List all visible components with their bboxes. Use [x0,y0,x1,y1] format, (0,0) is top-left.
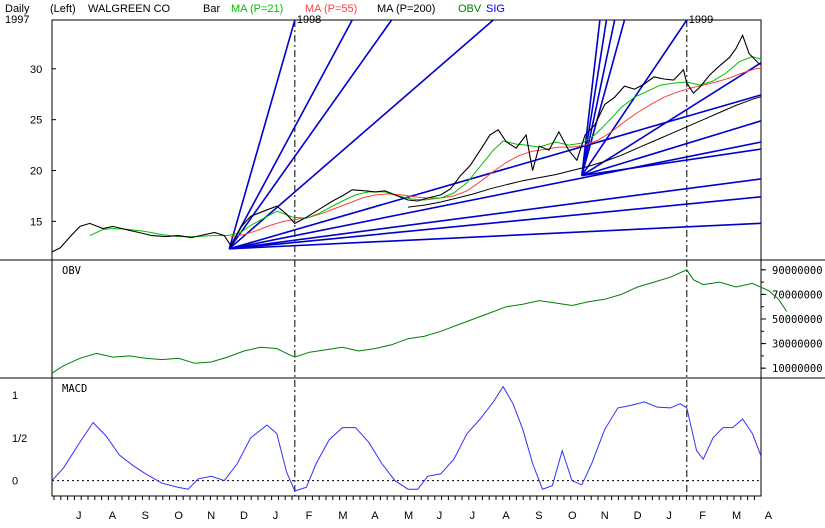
x-tick-label: S [535,510,542,522]
obv-panel-frame [51,259,762,379]
year-label: 1997 [5,14,29,26]
obv-tick-label: 50000000 [772,314,823,326]
x-tick-label: M [404,510,413,522]
gann-fan-line [228,20,494,250]
price-tick-label: 25 [30,115,42,127]
obv-panel-title: OBV [62,265,82,277]
gann-fan-line [581,20,626,176]
x-tick-label: J [76,510,82,522]
x-tick-label: D [240,510,248,522]
ma21-line [89,56,761,238]
x-tick-label: J [437,510,443,522]
macd-plot [52,385,761,492]
gann-fan-lines [228,20,761,250]
macd-line [52,385,761,492]
ma55-legend: MA (P=55) [305,3,357,15]
gann-fan-line [228,20,393,250]
gann-fan-line [581,61,761,177]
macd-panel-frame [51,377,762,497]
x-tick-label: N [601,510,609,522]
obv-tick-label: 90000000 [772,265,823,277]
obv-line [51,269,788,374]
price-plot [52,33,761,253]
obv-plot [51,269,788,374]
chart-style-label: Bar [203,3,220,15]
year-label: 1999 [689,14,713,26]
symbol-name: WALGREEN CO [88,3,171,15]
gann-fan-line [229,222,761,250]
gann-fan-line [229,94,761,250]
vertical-markers [294,20,688,496]
price-line [52,33,761,253]
price-panel-frame [51,19,762,261]
x-tick-label: F [306,510,313,522]
x-tick-label: J [273,510,279,522]
gann-fan-line [228,20,296,250]
price-axis: 15 20 25 30 [30,64,56,228]
gann-fan-line [581,148,761,177]
macd-tick-label: 0 [12,476,18,488]
sig-legend: SIG [486,3,505,15]
axis-side-label: (Left) [50,3,76,15]
x-tick-label: J [470,510,476,522]
obv-tick-label: 70000000 [772,289,823,301]
gann-fan-line [229,178,761,250]
gann-fan-line [581,120,761,177]
gann-fan-line [581,20,608,176]
price-tick-label: 15 [30,216,42,228]
price-tick-label: 30 [30,64,42,76]
gann-fan-line [228,20,353,250]
x-tick-label: M [732,510,741,522]
gann-fan-line [229,196,761,250]
ma200-legend: MA (P=200) [377,3,435,15]
obv-tick-label: 30000000 [772,339,823,351]
ma200-line [407,96,761,208]
period-label: Daily [5,3,30,15]
obv-tick-label: 10000000 [772,363,823,375]
x-tick-label: N [207,510,215,522]
obv-axis: 90000000 70000000 50000000 30000000 10000000 [761,265,823,375]
x-tick-label: A [765,510,773,522]
gann-fan-line [581,20,616,176]
x-tick-label: A [371,510,379,522]
gann-fan-line [581,20,601,176]
year-label: 1998 [297,14,321,26]
year-labels: 1997 1998 1999 [5,14,713,26]
macd-panel-title: MACD [62,383,87,395]
x-tick-label: A [502,510,510,522]
x-tick-label: J [666,510,672,522]
x-tick-label: S [142,510,149,522]
price-tick-label: 20 [30,166,42,178]
macd-tick-label: 1/2 [12,433,27,445]
chart-header: Daily (Left) WALGREEN CO Bar MA (P=21) M… [5,3,505,15]
ma21-legend: MA (P=21) [231,3,283,15]
macd-axis: 1 1/2 0 [12,390,761,488]
x-tick-label: O [568,510,577,522]
x-tick-label: M [338,510,347,522]
x-tick-label: D [634,510,642,522]
x-tick-label: O [174,510,183,522]
macd-tick-label: 1 [12,390,18,402]
gann-fan-line [229,141,761,250]
obv-legend: OBV [458,3,482,15]
x-tick-label: A [109,510,117,522]
x-tick-label: F [699,510,706,522]
